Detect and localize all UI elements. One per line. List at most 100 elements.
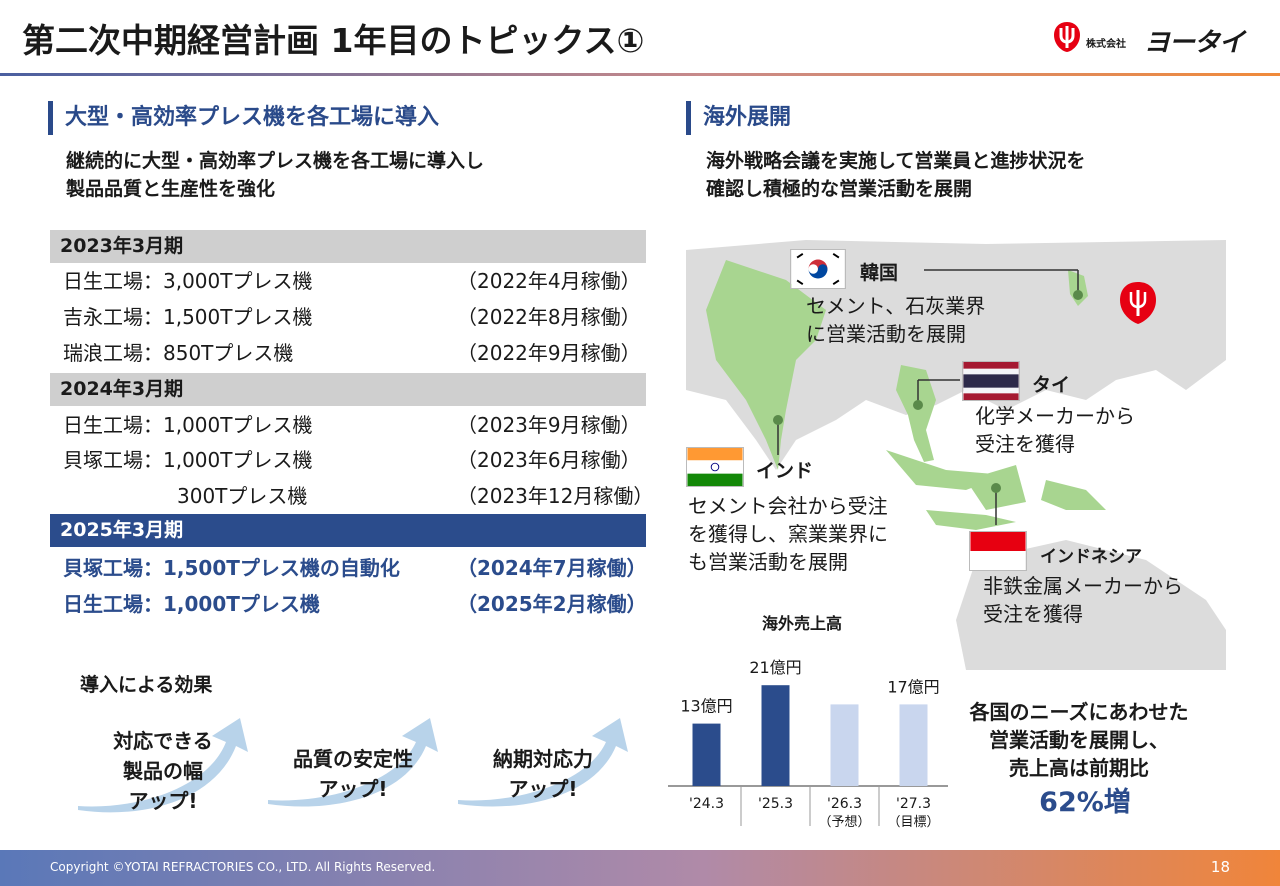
period-header: 2024年3月期 bbox=[50, 373, 646, 406]
bar-value-label: 21億円 bbox=[749, 658, 801, 677]
thailand-flag-icon bbox=[962, 361, 1020, 401]
arrow-swoosh-icon bbox=[78, 718, 248, 813]
landmass-north bbox=[686, 240, 1226, 470]
header-divider bbox=[0, 73, 1280, 76]
korea-marker-icon bbox=[1073, 290, 1083, 300]
chart-bar bbox=[899, 704, 928, 786]
india-note-line: セメント会社から受注 bbox=[688, 494, 888, 518]
india-shape bbox=[706, 260, 826, 470]
korea-label: 韓国 bbox=[860, 262, 899, 284]
korea-note-line: セメント、石灰業界 bbox=[806, 294, 986, 318]
press-row: 瑞浪工場：850Tプレス機 （2022年9月稼働） bbox=[63, 335, 653, 371]
press-section-title: 大型・高効率プレス機を各工場に導入 bbox=[48, 101, 439, 135]
chart-bar bbox=[830, 704, 859, 786]
press-lead-line: 製品品質と生産性を強化 bbox=[66, 178, 276, 200]
press-row: 日生工場：1,000Tプレス機 （2023年9月稼働） bbox=[63, 407, 653, 443]
press-start-date: （2023年12月稼働） bbox=[457, 484, 654, 508]
chart-bar bbox=[692, 723, 721, 786]
press-plant: 日生工場：1,000Tプレス機 bbox=[63, 592, 320, 616]
indonesia-note-line: 受注を獲得 bbox=[983, 602, 1083, 626]
page-footer: Copyright ©YOTAI REFRACTORIES CO., LTD. … bbox=[0, 850, 1280, 886]
press-start-date: （2025年2月稼働） bbox=[457, 592, 647, 616]
press-row: 吉永工場：1,500Tプレス機 （2022年8月稼働） bbox=[63, 299, 653, 335]
page-header: 第二次中期経営計画 1年目のトピックス① 株式会社 ヨータイ bbox=[0, 0, 1280, 76]
korea-flag-icon bbox=[790, 249, 846, 289]
overseas-section-title: 海外展開 bbox=[686, 101, 791, 135]
bar-value-label: 13億円 bbox=[680, 697, 732, 716]
press-start-date: （2022年4月稼働） bbox=[457, 269, 641, 293]
category-label: '26.3 bbox=[827, 796, 862, 812]
press-row: 日生工場：3,000Tプレス機 （2022年4月稼働） bbox=[63, 263, 653, 299]
india-note-line: も営業活動を展開 bbox=[688, 550, 848, 574]
effect-item: 対応できる 製品の幅 アップ! bbox=[78, 718, 258, 828]
press-lead-line: 継続的に大型・高効率プレス機を各工場に導入し bbox=[66, 150, 485, 172]
india-marker-icon bbox=[773, 415, 783, 425]
yotai-logo-icon bbox=[1054, 22, 1080, 52]
indonesia-shape-3 bbox=[926, 510, 1016, 530]
summary-line: 営業活動を展開し、 bbox=[989, 728, 1169, 752]
company-logo: 株式会社 ヨータイ bbox=[1052, 20, 1262, 58]
indonesia-note-line: 非鉄金属メーカーから bbox=[983, 574, 1183, 598]
press-start-date: （2023年9月稼働） bbox=[457, 413, 641, 437]
india-note: セメント会社から受注 を獲得し、窯業業界に も営業活動を展開 bbox=[688, 492, 888, 576]
press-plant: 貝塚工場：1,000Tプレス機 bbox=[63, 448, 313, 472]
press-plant: 日生工場：3,000Tプレス機 bbox=[63, 269, 313, 293]
effect-text: アップ! bbox=[508, 777, 578, 801]
press-start-date: （2022年9月稼働） bbox=[457, 341, 641, 365]
australia-shape bbox=[956, 540, 1226, 670]
press-plant: 300Tプレス機 bbox=[177, 484, 308, 508]
category-sublabel: （目標） bbox=[887, 815, 939, 830]
overseas-lead-line: 海外戦略会議を実施して営業員と進捗状況を bbox=[706, 150, 1086, 172]
effect-item: 納期対応力 アップ! bbox=[458, 718, 638, 828]
indonesia-note: 非鉄金属メーカーから 受注を獲得 bbox=[983, 572, 1183, 628]
press-plant: 貝塚工場：1,500Tプレス機の自動化 bbox=[63, 556, 400, 580]
effects-title: 導入による効果 bbox=[80, 674, 213, 696]
effect-text: 納期対応力 bbox=[493, 747, 593, 771]
india-flag-icon bbox=[686, 447, 744, 487]
korea-note: セメント、石灰業界 に営業活動を展開 bbox=[806, 292, 985, 348]
thailand-label: タイ bbox=[1032, 374, 1071, 396]
summary-line: 売上高は前期比 bbox=[1009, 756, 1149, 780]
overseas-sales-chart: 13億円 '24.3 21億円 '25.3 '26.3 （予想） 17億円 '27.3 （目標） bbox=[668, 658, 948, 830]
period-header-current: 2025年3月期 bbox=[50, 514, 646, 547]
logo-company-name: ヨータイ bbox=[1144, 28, 1245, 58]
india-note-line: を獲得し、窯業業界に bbox=[688, 522, 888, 546]
press-row: 貝塚工場：1,000Tプレス機 （2023年6月稼働） bbox=[63, 442, 653, 478]
indonesia-shape-4 bbox=[1041, 480, 1106, 510]
period-header: 2023年3月期 bbox=[50, 230, 646, 263]
press-start-date: （2023年6月稼働） bbox=[457, 448, 641, 472]
press-row: 300Tプレス機 （2023年12月稼働） bbox=[63, 478, 653, 514]
overseas-summary: 各国のニーズにあわせた 営業活動を展開し、 売上高は前期比 bbox=[948, 698, 1210, 782]
indonesia-marker-icon bbox=[991, 483, 1001, 493]
indonesia-label: インドネシア bbox=[1040, 547, 1142, 567]
effect-text: アップ! bbox=[128, 789, 198, 813]
india-label: インド bbox=[756, 460, 814, 482]
press-plant: 日生工場：1,000Tプレス機 bbox=[63, 413, 313, 437]
thailand-shape bbox=[896, 365, 936, 462]
effect-text: 対応できる bbox=[113, 729, 213, 753]
bar-value-label: 17億円 bbox=[887, 677, 939, 696]
category-label: '24.3 bbox=[689, 796, 724, 812]
page-title: 第二次中期経営計画 1年目のトピックス① bbox=[22, 21, 645, 60]
overseas-lead: 海外戦略会議を実施して営業員と進捗状況を 確認し積極的な営業活動を展開 bbox=[706, 147, 1085, 203]
press-row-highlight: 日生工場：1,000Tプレス機 （2025年2月稼働） bbox=[63, 586, 653, 622]
thailand-marker-icon bbox=[913, 400, 923, 410]
chart-title: 海外売上高 bbox=[762, 614, 843, 633]
effect-text: アップ! bbox=[318, 777, 388, 801]
sales-growth-value: 62%増 bbox=[1039, 787, 1131, 818]
effect-text: 品質の安定性 bbox=[293, 747, 413, 771]
arrow-swoosh-icon bbox=[268, 718, 438, 807]
copyright-text: Copyright ©YOTAI REFRACTORIES CO., LTD. … bbox=[50, 860, 436, 874]
press-row-highlight: 貝塚工場：1,500Tプレス機の自動化 （2024年7月稼働） bbox=[63, 550, 653, 586]
press-plant: 吉永工場：1,500Tプレス機 bbox=[63, 305, 313, 329]
korea-note-line: に営業活動を展開 bbox=[806, 322, 966, 346]
thailand-note-line: 受注を獲得 bbox=[975, 432, 1075, 456]
press-plant: 瑞浪工場：850Tプレス機 bbox=[63, 341, 294, 365]
indonesia-flag-icon bbox=[969, 531, 1027, 571]
press-start-date: （2024年7月稼働） bbox=[457, 556, 647, 580]
thailand-note-line: 化学メーカーから bbox=[975, 404, 1135, 428]
arrow-swoosh-icon bbox=[458, 718, 628, 807]
category-sublabel: （予想） bbox=[818, 814, 870, 830]
category-label: '27.3 bbox=[896, 796, 931, 812]
press-lead: 継続的に大型・高効率プレス機を各工場に導入し 製品品質と生産性を強化 bbox=[66, 147, 484, 203]
